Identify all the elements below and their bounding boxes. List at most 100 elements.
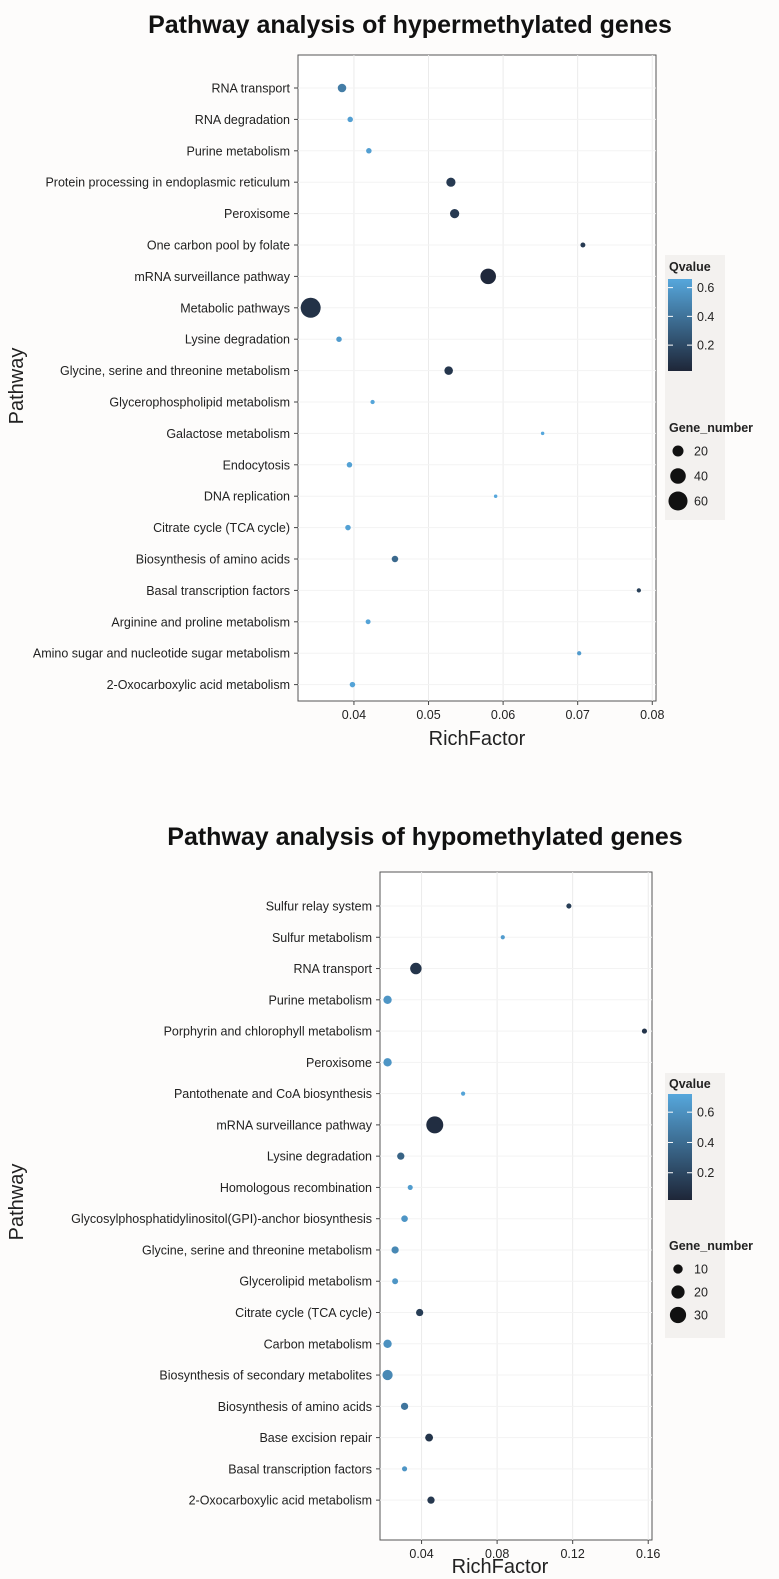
qvalue-legend: Qvalue 0.2 0.4 0.6 Gene_number 20 40 60 <box>665 255 753 520</box>
x-tick-label: 0.07 <box>566 708 590 722</box>
pathway-label: Citrate cycle (TCA cycle) <box>235 1306 372 1320</box>
data-point <box>580 242 586 248</box>
gene-number-legend-dot <box>671 1285 685 1299</box>
qvalue-ticks: 0.2 0.4 0.6 <box>668 1106 714 1180</box>
gene-number-legend-dot <box>669 1306 687 1324</box>
data-point <box>461 1091 466 1096</box>
data-point <box>401 1466 408 1472</box>
pathway-label: mRNA surveillance pathway <box>134 270 290 284</box>
chart-title: Pathway analysis of hypomethylated genes <box>167 823 682 851</box>
pathway-label: Metabolic pathways <box>180 301 290 315</box>
pathway-label: Sulfur metabolism <box>272 931 372 945</box>
category-labels: Sulfur relay system Sulfur metabolism RNA … <box>71 900 380 1508</box>
x-axis-label: RichFactor <box>429 728 526 750</box>
data-point <box>493 494 498 498</box>
pathway-label: Homologous recombination <box>220 1181 372 1195</box>
data-point <box>410 962 422 975</box>
data-point <box>300 297 321 318</box>
pathway-label: Endocytosis <box>223 458 290 472</box>
data-point <box>391 1246 399 1254</box>
pathway-label: Glycerophospholipid metabolism <box>109 396 290 410</box>
data-point <box>500 935 505 940</box>
pathway-label: DNA replication <box>204 490 290 504</box>
chart-hypermethylated: Pathway analysis of hypermethylated gene… <box>6 11 753 750</box>
data-point <box>426 1116 444 1134</box>
x-tick-labels: 0.04 0.05 0.06 0.07 0.08 <box>342 701 664 722</box>
gene-number-legend-label: 40 <box>694 470 708 484</box>
data-point <box>365 619 371 625</box>
pathway-label: Porphyrin and chlorophyll metabolism <box>164 1025 372 1039</box>
data-point <box>392 1278 399 1285</box>
x-tick-label: 0.04 <box>409 1547 433 1561</box>
pathway-label: 2-Oxocarboxylic acid metabolism <box>107 678 290 692</box>
data-point <box>566 903 572 909</box>
y-axis-label: Pathway <box>6 1164 28 1241</box>
gene-number-legend-title: Gene_number <box>669 421 753 435</box>
data-point <box>450 208 460 219</box>
pathway-label: Purine metabolism <box>186 144 290 158</box>
data-point <box>391 555 399 563</box>
x-tick-label: 0.06 <box>491 708 515 722</box>
data-points <box>300 83 641 688</box>
data-point <box>383 1058 392 1067</box>
gene-number-legend-dot <box>670 468 686 484</box>
y-axis-label: Pathway <box>6 348 28 425</box>
data-point <box>382 1369 393 1381</box>
data-point <box>349 681 356 688</box>
x-tick-label: 0.04 <box>342 708 366 722</box>
x-tick-label: 0.05 <box>416 708 440 722</box>
pathway-label: Amino sugar and nucleotide sugar metabol… <box>33 647 290 661</box>
qvalue-tick-label: 0.4 <box>697 1136 714 1150</box>
data-point <box>337 83 347 93</box>
x-tick-label: 0.08 <box>485 1547 509 1561</box>
qvalue-legend: Qvalue 0.2 0.4 0.6 Gene_number 10 20 30 <box>665 1073 753 1338</box>
data-point <box>636 588 641 593</box>
data-point <box>444 366 453 375</box>
pathway-label: Basal transcription factors <box>146 584 290 598</box>
data-point <box>383 995 392 1004</box>
qvalue-colorbar <box>668 279 692 371</box>
pathway-label: RNA degradation <box>195 113 290 127</box>
pathway-label: Biosynthesis of secondary metabolites <box>159 1369 372 1383</box>
pathway-label: Base excision repair <box>259 1431 372 1445</box>
pathway-label: 2-Oxocarboxylic acid metabolism <box>189 1494 372 1508</box>
pathway-label: Glycerolipid metabolism <box>239 1275 372 1289</box>
qvalue-colorbar <box>668 1094 692 1200</box>
pathway-label: RNA transport <box>293 962 372 976</box>
gene-number-legend-items: 20 40 60 <box>668 445 708 511</box>
gene-number-legend-items: 10 20 30 <box>669 1263 708 1324</box>
data-point <box>446 177 456 187</box>
pathway-label: Lysine degradation <box>185 333 290 347</box>
gene-number-legend-dot <box>672 445 684 457</box>
pathway-label: Citrate cycle (TCA cycle) <box>153 521 290 535</box>
data-point <box>366 148 372 154</box>
data-points <box>382 903 648 1504</box>
data-point <box>407 1184 413 1190</box>
data-point <box>370 399 375 405</box>
grid-lines <box>380 872 652 1540</box>
x-axis-label: RichFactor <box>452 1556 549 1578</box>
qvalue-tick-label: 0.2 <box>697 339 714 353</box>
x-tick-label: 0.16 <box>636 1547 660 1561</box>
pathway-label: RNA transport <box>211 82 290 96</box>
gene-number-legend-label: 10 <box>694 1263 708 1277</box>
qvalue-ticks: 0.2 0.4 0.6 <box>668 281 714 353</box>
gene-number-legend-dot <box>668 491 688 511</box>
qvalue-tick-label: 0.2 <box>697 1166 714 1180</box>
data-point <box>540 431 545 436</box>
data-point <box>577 651 582 656</box>
gene-number-legend-title: Gene_number <box>669 1239 753 1253</box>
qvalue-legend-title: Qvalue <box>669 1077 711 1091</box>
data-point <box>345 524 351 531</box>
data-point <box>401 1215 408 1223</box>
data-point <box>416 1308 424 1317</box>
category-labels: RNA transport RNA degradation Purine metab… <box>33 82 298 692</box>
gene-number-legend-label: 30 <box>694 1309 708 1323</box>
data-point <box>641 1028 648 1034</box>
pathway-label: Pantothenate and CoA biosynthesis <box>174 1087 372 1101</box>
pathway-label: Basal transcription factors <box>228 1462 372 1476</box>
data-point <box>397 1152 405 1160</box>
data-point <box>400 1402 409 1410</box>
data-point <box>480 268 496 285</box>
qvalue-tick-label: 0.4 <box>697 310 714 324</box>
